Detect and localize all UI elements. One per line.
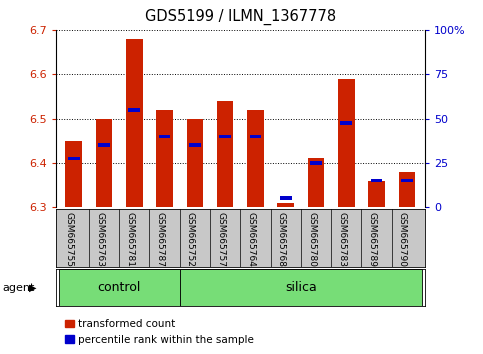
Bar [308, 159, 325, 207]
Bar [159, 135, 170, 138]
Text: ▶: ▶ [29, 282, 37, 293]
Bar [371, 179, 383, 182]
Text: GDS5199 / ILMN_1367778: GDS5199 / ILMN_1367778 [145, 9, 336, 25]
Bar [250, 135, 261, 138]
Bar [96, 119, 113, 207]
Text: GSM665768: GSM665768 [277, 212, 286, 267]
Bar [401, 179, 412, 182]
Bar [156, 110, 173, 207]
Text: GSM665764: GSM665764 [246, 212, 256, 267]
Bar [128, 108, 140, 112]
Bar [65, 141, 82, 207]
Bar [341, 121, 352, 125]
Text: GSM665790: GSM665790 [398, 212, 407, 267]
Text: GSM665755: GSM665755 [65, 212, 74, 267]
Text: GSM665763: GSM665763 [95, 212, 104, 267]
Text: GSM665780: GSM665780 [307, 212, 316, 267]
Bar [189, 143, 201, 147]
Text: GSM665752: GSM665752 [186, 212, 195, 267]
Text: agent: agent [2, 282, 35, 293]
Bar [247, 110, 264, 207]
Bar [68, 156, 80, 160]
Bar [217, 101, 233, 207]
Text: silica: silica [285, 281, 317, 294]
Bar [338, 79, 355, 207]
Bar [398, 172, 415, 207]
Bar [368, 181, 385, 207]
Bar [310, 161, 322, 165]
Text: GSM665783: GSM665783 [337, 212, 346, 267]
Text: GSM665787: GSM665787 [156, 212, 165, 267]
Text: GSM665757: GSM665757 [216, 212, 225, 267]
Bar [280, 196, 292, 200]
Bar [180, 269, 422, 306]
Text: GSM665781: GSM665781 [125, 212, 134, 267]
Text: control: control [98, 281, 141, 294]
Legend: transformed count, percentile rank within the sample: transformed count, percentile rank withi… [61, 315, 258, 349]
Bar [277, 203, 294, 207]
Bar [126, 39, 142, 207]
Bar [219, 135, 231, 138]
Bar [186, 119, 203, 207]
Bar [98, 143, 110, 147]
Text: GSM665789: GSM665789 [368, 212, 377, 267]
Bar [58, 269, 180, 306]
